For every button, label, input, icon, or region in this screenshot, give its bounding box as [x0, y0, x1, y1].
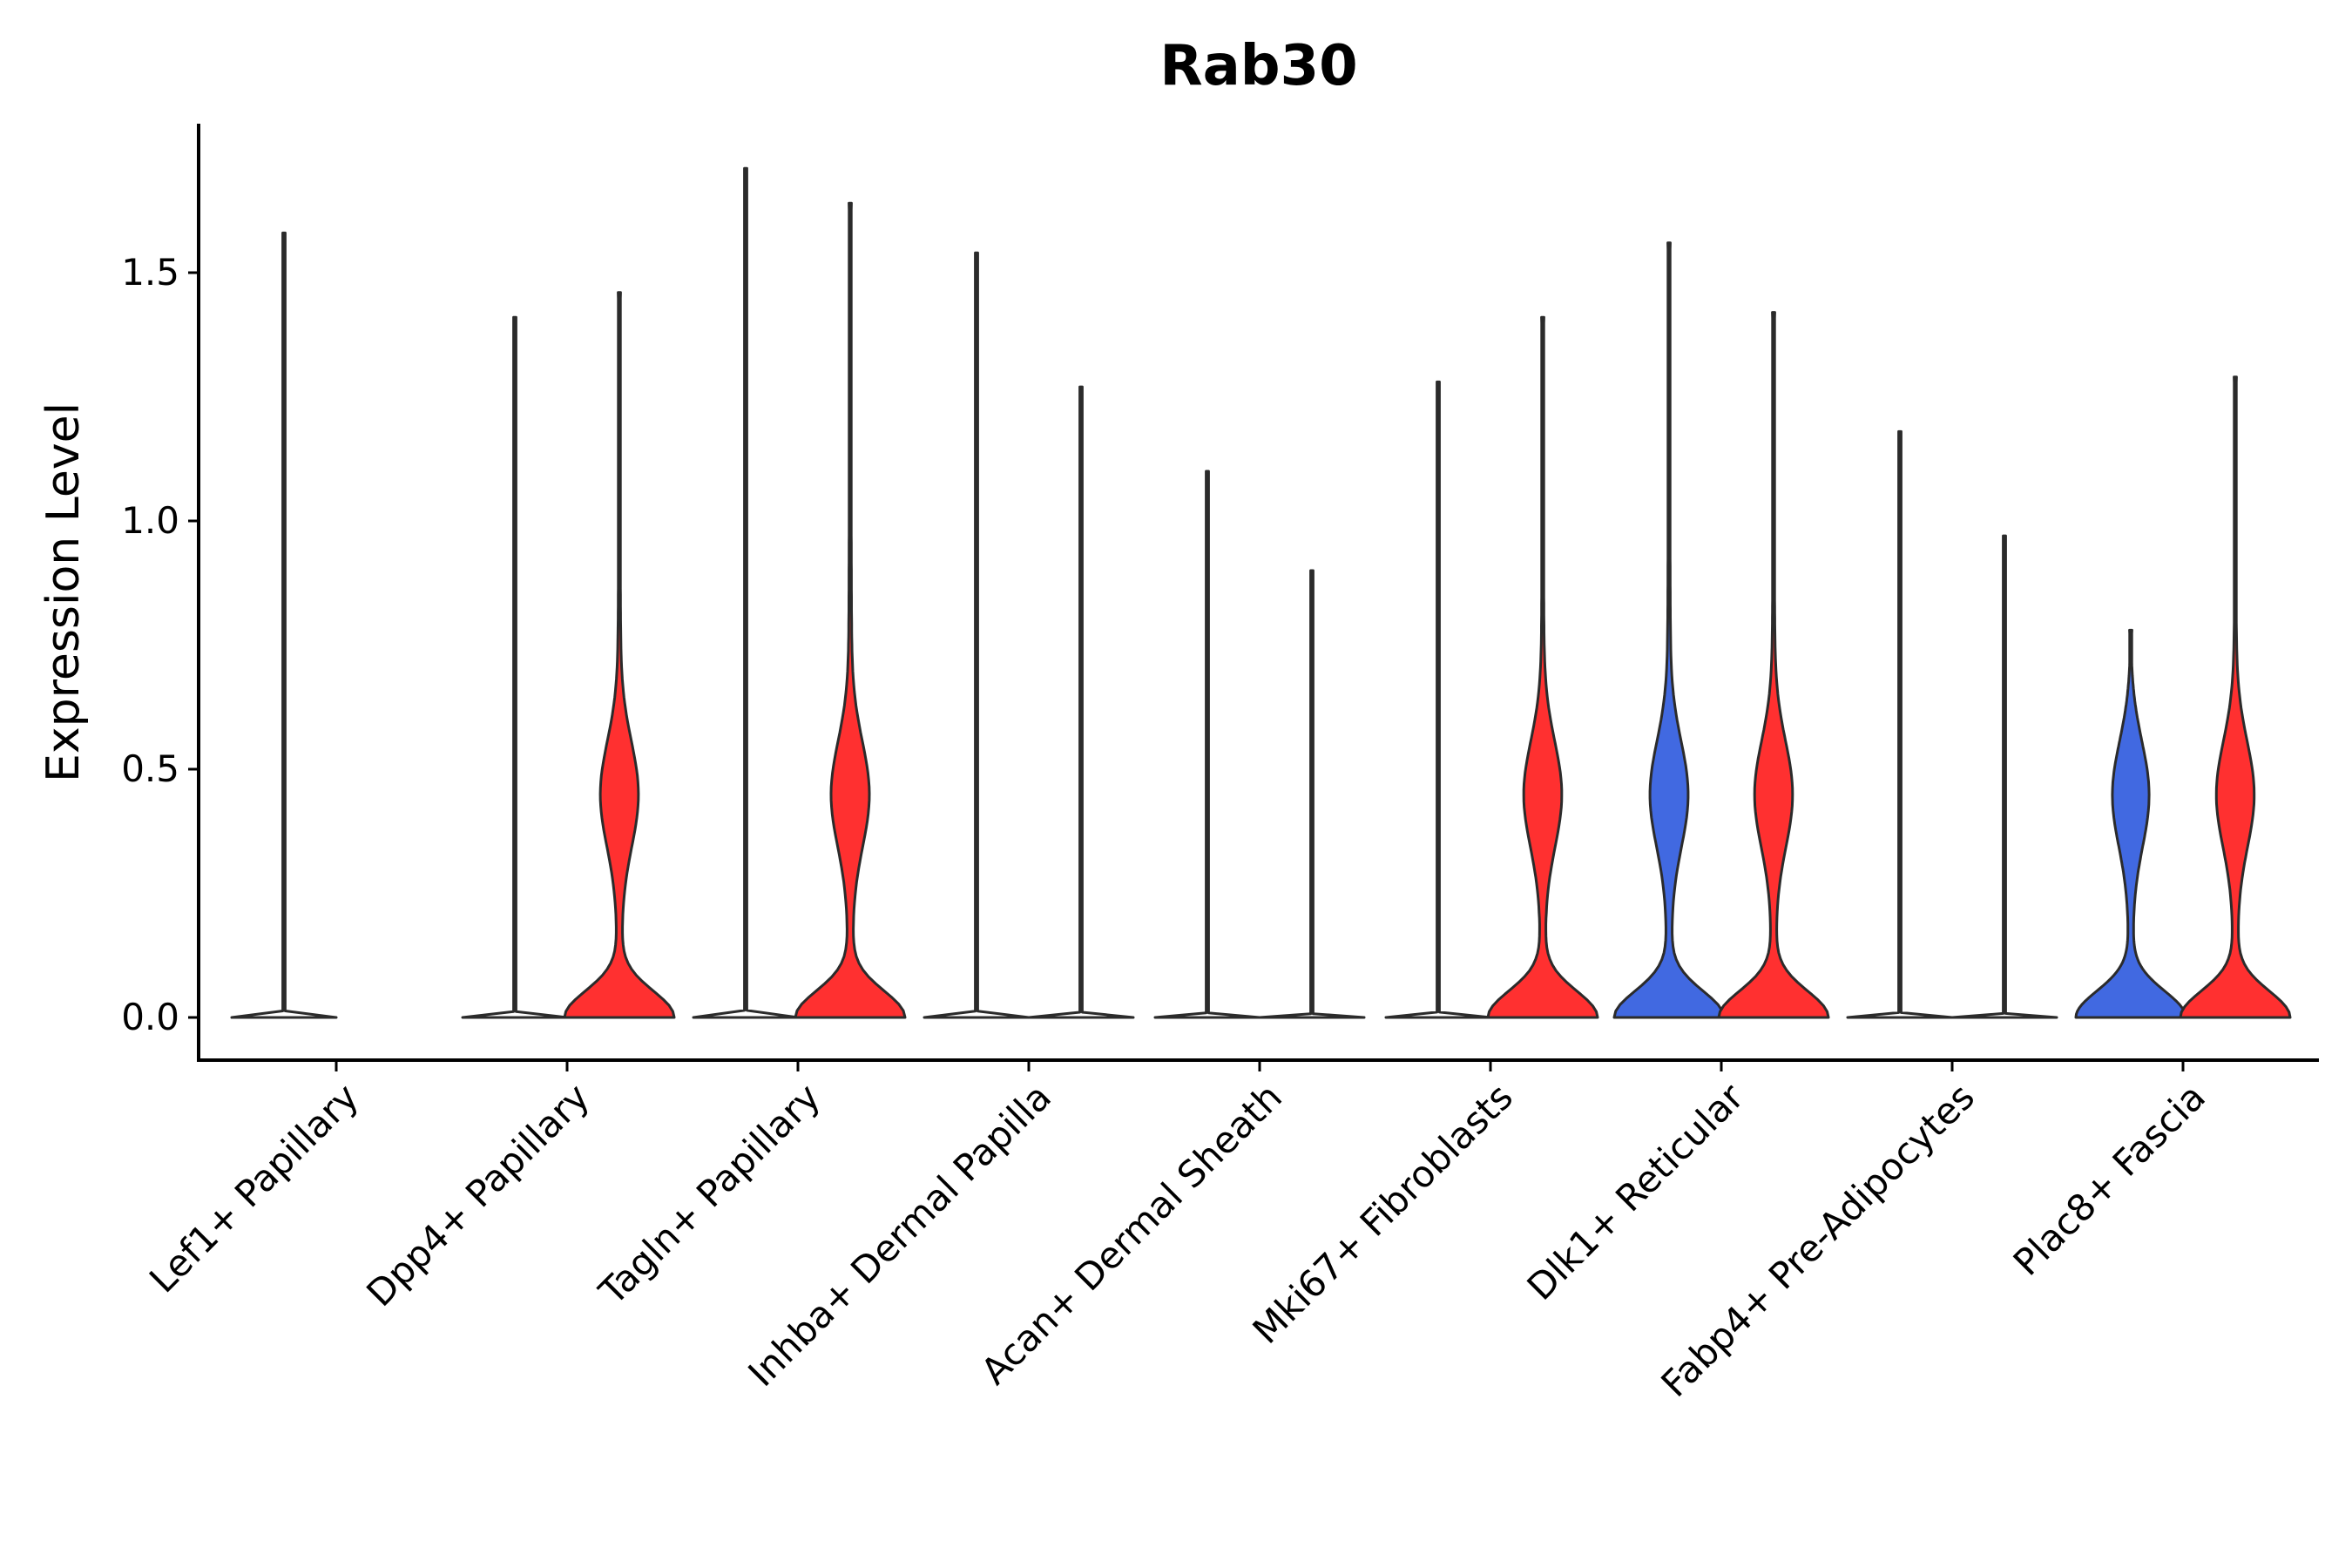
y-tick-label: 0.5	[121, 747, 179, 790]
violin-left	[1384, 380, 1492, 1019]
violin-right	[563, 291, 676, 1019]
violin-right	[1717, 311, 1830, 1019]
x-tick-label: Dpp4+ Papillary	[358, 1075, 598, 1315]
violin-left	[461, 315, 569, 1019]
x-tick-label: Lef1+ Papillary	[141, 1075, 367, 1301]
violin-right	[1027, 385, 1135, 1019]
violin-left	[1612, 241, 1726, 1019]
y-tick-label: 1.0	[121, 499, 179, 542]
violin-left	[923, 251, 1031, 1019]
x-tick-label: Tagln+ Papillary	[591, 1075, 828, 1313]
violin-left	[1153, 470, 1261, 1019]
y-tick-label: 0.0	[121, 996, 179, 1038]
violin-left	[1846, 429, 1954, 1019]
x-tick-label: Dlk1+ Reticular	[1519, 1075, 1753, 1308]
violin-left	[692, 166, 800, 1019]
violin-right	[1950, 534, 2058, 1019]
violin-right	[794, 201, 907, 1019]
violin-right	[2179, 375, 2292, 1019]
x-tick-label: Plac8+ Fascia	[2005, 1075, 2213, 1283]
violin-left	[230, 231, 338, 1019]
y-axis-label: Expression Level	[37, 402, 90, 782]
y-tick-label: 1.5	[121, 251, 179, 294]
y-ticks: 0.0 0.5 1.0 1.5	[121, 251, 199, 1038]
violin-layer	[230, 166, 2292, 1019]
chart-title: Rab30	[1159, 34, 1357, 98]
violin-right	[1486, 315, 1599, 1019]
x-tick-label: Mki67+ Fibroblasts	[1245, 1075, 1521, 1351]
violin-right	[1258, 569, 1366, 1019]
violin-left	[2074, 628, 2187, 1019]
